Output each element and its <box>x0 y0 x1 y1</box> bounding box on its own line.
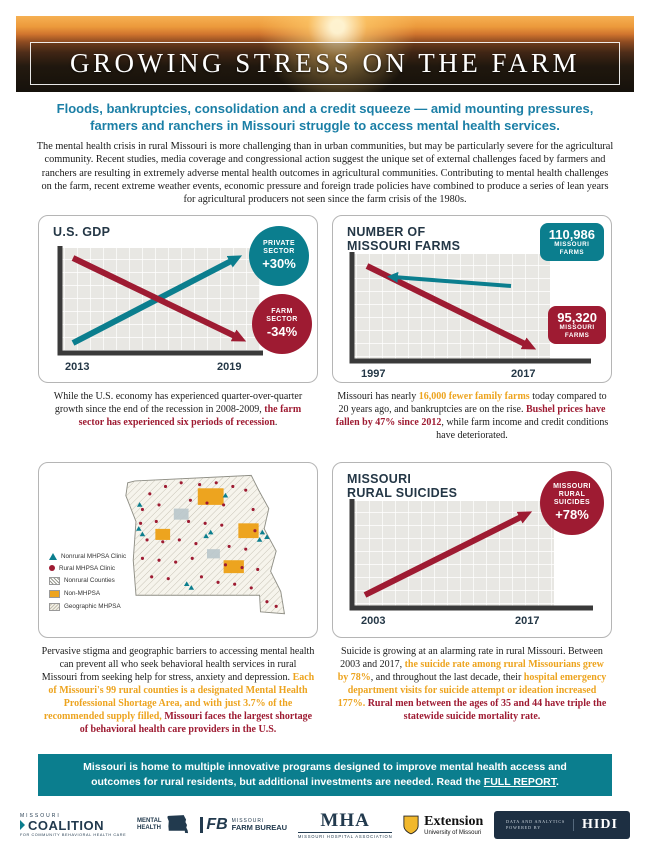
teal-triangle-marker <box>49 552 57 560</box>
farms-panel: NUMBER OF MISSOURI FARMS <box>332 214 612 383</box>
legend-item: Geographic MHPSA <box>49 602 126 611</box>
gdp-caption: While the U.S. economy has experienced q… <box>53 390 303 428</box>
farms-caption: Missouri has nearly 16,000 fewer family … <box>335 390 609 441</box>
legend-label: Rural MHPSA Clinic <box>59 564 115 572</box>
page-title: GROWING STRESS ON THE FARM <box>69 48 581 78</box>
partner-logos-footer: MISSOURI COALITION FOR COMMUNITY BEHAVIO… <box>20 804 630 846</box>
legend-label: Non-MHPSA <box>64 590 101 598</box>
red-dot-marker <box>49 565 55 572</box>
farms-x-end: 2017 <box>511 368 535 380</box>
badge-line: MISSOURI <box>554 241 590 249</box>
missouri-coalition-logo: MISSOURI COALITION FOR COMMUNITY BEHAVIO… <box>20 813 127 838</box>
badge-line: FARMS <box>559 249 585 257</box>
badge-line: MISSOURI <box>559 324 595 332</box>
farms-section: NUMBER OF MISSOURI FARMS <box>332 214 612 442</box>
suicides-x-start: 2003 <box>361 615 385 627</box>
rural-clinic-dots <box>139 480 278 608</box>
gold-swatch <box>49 589 60 598</box>
legend-label: Geographic MHPSA <box>64 603 121 611</box>
map-section: Nonrural MHPSA Clinic Rural MHPSA Clinic… <box>38 461 318 736</box>
gdp-chart: 2013 2019 <box>57 245 263 373</box>
cta-text-end: . <box>555 775 559 788</box>
suicides-caption: Suicide is growing at an alarming rate i… <box>337 645 607 722</box>
badge-line: RURAL <box>558 490 586 498</box>
hidi-logo: DATA AND ANALYTICS POWERED BY HIDI <box>494 811 630 840</box>
badge-value: 110,986 <box>548 226 595 242</box>
farms-axes <box>349 251 591 364</box>
suicides-panel: MISSOURI RURAL SUICIDES 2003 2017 <box>332 461 612 638</box>
farms-annotation-arrow <box>387 271 512 288</box>
suicides-rise-arrow <box>363 511 533 598</box>
hatch-overlay <box>125 475 285 614</box>
badge-value: -34% <box>266 324 298 340</box>
farms-panel-title: NUMBER OF MISSOURI FARMS <box>347 224 461 253</box>
gdp-x-start: 2013 <box>65 361 89 373</box>
badge-line: SECTOR <box>266 316 298 323</box>
gdp-panel: U.S. GDP 2013 <box>38 214 318 383</box>
legend-label: Nonrural Counties <box>64 577 115 585</box>
map-legend: Nonrural MHPSA Clinic Rural MHPSA Clinic… <box>49 552 127 611</box>
badge-line: FARM <box>271 307 293 315</box>
hatch-swatch <box>49 576 60 585</box>
badge-value: +30% <box>262 256 296 272</box>
rural-suicides-badge: MISSOURI RURAL SUICIDES +78% <box>540 470 604 535</box>
legend-item: Nonrural MHPSA Clinic <box>49 552 127 560</box>
missouri-mental-health-logo: MENTAL HEALTH <box>137 814 190 836</box>
fb-mark: FB <box>200 817 228 834</box>
gdp-x-end: 2019 <box>217 361 241 373</box>
suicides-x-end: 2017 <box>515 615 539 627</box>
farm-sector-arrow <box>71 254 247 342</box>
intro-paragraph: The mental health crisis in rural Missou… <box>36 140 614 206</box>
county-shading <box>155 487 259 573</box>
legend-label: Nonrural MHPSA Clinic <box>61 552 127 560</box>
gdp-panel-title: U.S. GDP <box>53 224 111 239</box>
farms-chart: 1997 2017 <box>349 251 591 380</box>
gdp-axes <box>57 245 263 356</box>
farms-1997-badge: 110,986 MISSOURI FARMS <box>539 222 604 262</box>
farms-x-start: 1997 <box>361 368 385 380</box>
legend-item: Nonrural Counties <box>49 576 126 585</box>
missouri-mhpsa-map <box>125 474 286 614</box>
legend-item: Rural MHPSA Clinic <box>49 565 126 572</box>
gdp-section: U.S. GDP 2013 <box>38 214 318 442</box>
nonrural-clinic-triangles <box>135 492 270 590</box>
hidi-brand: HIDI <box>582 817 618 833</box>
suicides-chart: 2003 2017 <box>349 498 593 627</box>
badge-value: +78% <box>555 507 589 523</box>
badge-line: MISSOURI <box>553 482 591 490</box>
badge-line: PRIVATE <box>262 239 296 247</box>
suicides-panel-title: MISSOURI RURAL SUICIDES <box>347 471 458 500</box>
badge-value: 95,320 <box>557 309 597 325</box>
mu-shield-icon <box>403 815 419 835</box>
mu-extension-logo: Extension University of Missouri <box>403 814 483 836</box>
private-sector-badge: PRIVATE SECTOR +30% <box>249 225 309 286</box>
map-caption: Pervasive stigma and geographic barriers… <box>41 645 315 735</box>
missouri-shape-icon <box>167 815 188 834</box>
legend-item: Non-MHPSA <box>49 589 126 598</box>
farms-2017-badge: 95,320 MISSOURI FARMS <box>548 305 606 345</box>
cta-banner: Missouri is home to multiple innovative … <box>38 753 612 797</box>
headline: Floods, bankruptcies, consolidation and … <box>56 101 594 133</box>
banner-title-frame: GROWING STRESS ON THE FARM <box>30 42 620 85</box>
farm-bureau-logo: FB MISSOURI FARM BUREAU <box>200 817 287 834</box>
cta-text: Missouri is home to multiple innovative … <box>83 760 567 788</box>
private-sector-arrow <box>71 254 243 346</box>
badge-line: SUICIDES <box>553 499 591 507</box>
full-report-link[interactable]: FULL REPORT <box>483 775 556 788</box>
farm-sector-badge: FARM SECTOR -34% <box>252 293 312 354</box>
badge-line: FARMS <box>564 332 590 340</box>
panels-grid: U.S. GDP 2013 <box>38 214 612 736</box>
badge-line: SECTOR <box>263 248 295 255</box>
light-hatch-swatch <box>49 602 60 611</box>
suicides-axes <box>349 498 593 611</box>
mhpsa-map-panel: Nonrural MHPSA Clinic Rural MHPSA Clinic… <box>38 461 318 638</box>
suicides-section: MISSOURI RURAL SUICIDES 2003 2017 <box>332 461 612 736</box>
header-banner: GROWING STRESS ON THE FARM <box>16 16 634 92</box>
mha-logo: MHA MISSOURI HOSPITAL ASSOCIATION <box>297 810 393 840</box>
